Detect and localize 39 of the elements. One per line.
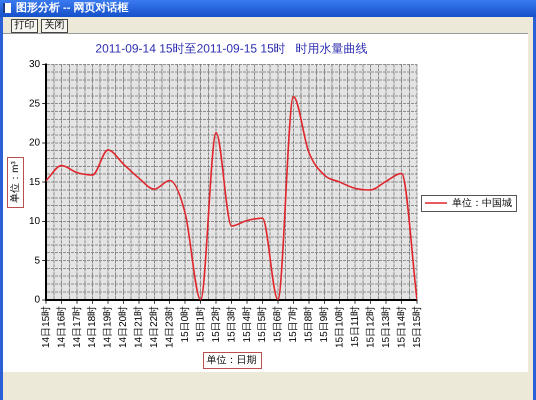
x-tick-label: 14日15时 — [40, 306, 52, 348]
x-tick-label: 15日14时 — [395, 306, 408, 348]
x-tick-label: 15日4时 — [240, 306, 253, 342]
x-tick-label: 14日20时 — [117, 306, 130, 348]
y-tick-label: 20 — [29, 138, 41, 149]
button: 打印 — [11, 19, 38, 33]
x-tick-label: 15日12时 — [364, 306, 376, 348]
y-tick-label: 0 — [34, 294, 41, 306]
chart-title: 2011-09-14 15时至2011-09-15 15时 时用水量曲线 — [95, 42, 368, 56]
y-tick-label: 5 — [34, 255, 41, 266]
x-tick-label: 15日3时 — [225, 306, 238, 342]
x-tick-label: 15日15时 — [410, 306, 423, 348]
y-tick-label: 15 — [29, 176, 41, 188]
x-tick-label: 15日0时 — [178, 306, 191, 342]
x-axis-title: 单位：日期 — [206, 354, 257, 366]
x-tick-label: 14日23时 — [164, 306, 176, 348]
y-tick-label: 10 — [29, 216, 41, 228]
x-tick-label: 15日2时 — [210, 306, 222, 342]
x-tick-label: 15日7时 — [287, 306, 300, 342]
x-tick-label: 15日10时 — [333, 306, 346, 348]
x-tick-label: 15日8时 — [302, 306, 315, 342]
x-tick-label: 15日1时 — [194, 306, 206, 342]
y-tick-label: 25 — [29, 98, 41, 110]
x-tick-label: 15日11时 — [348, 306, 361, 348]
x-tick-label: 14日22时 — [148, 306, 160, 348]
x-tick-label: 14日17时 — [70, 306, 83, 348]
x-tick-label: 15日13时 — [380, 306, 392, 348]
x-tick-label: 15日6时 — [272, 306, 284, 342]
x-tick-label: 14日16时 — [55, 306, 68, 348]
x-tick-label: 14日21时 — [132, 306, 145, 348]
y-axis-title: 单位：m³ — [8, 160, 21, 203]
x-tick-label: 15日9时 — [318, 306, 330, 342]
x-tick-label: 14日19时 — [102, 306, 114, 348]
x-tick-label: 14日18时 — [86, 306, 98, 348]
button: 关闭 — [41, 19, 68, 33]
text: 图形分析 -- 网页对话框 — [16, 2, 128, 15]
legend-label: 单位：中国城 — [452, 196, 512, 209]
x-tick-label: 15日5时 — [256, 306, 268, 342]
y-tick-label: 30 — [29, 59, 41, 70]
